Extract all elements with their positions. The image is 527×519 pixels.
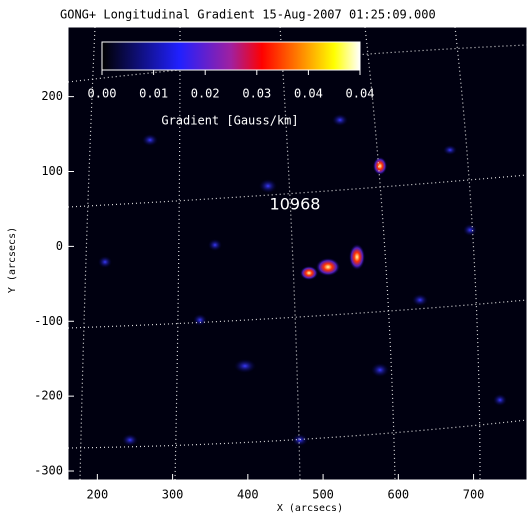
y-tick-label: -100 <box>34 314 63 328</box>
x-tick-label: 200 <box>87 488 109 502</box>
y-tick-label: -200 <box>34 389 63 403</box>
heliographic-grid <box>67 26 527 481</box>
y-tick-label: 0 <box>56 239 63 253</box>
image-area <box>68 27 527 480</box>
x-tick-label: 600 <box>387 488 409 502</box>
colorbar-tick-label: 0.01 <box>139 87 168 101</box>
x-tick-label: 300 <box>162 488 184 502</box>
annotation: 10968 <box>270 195 321 214</box>
x-tick-label: 700 <box>463 488 485 502</box>
colorbar-tick-label: 0.04 <box>346 87 375 101</box>
colorbar-tick-label: 0.04 <box>294 87 323 101</box>
colorbar-label: Gradient [Gauss/km] <box>161 114 298 128</box>
plot-frame <box>67 26 527 481</box>
x-axis-label: X (arcsecs) <box>277 503 343 514</box>
colorbar-tick-label: 0.00 <box>88 87 117 101</box>
y-tick-label: -300 <box>34 464 63 478</box>
x-tick-label: 400 <box>237 488 259 502</box>
y-tick-label: 200 <box>41 89 63 103</box>
chart-title: GONG+ Longitudinal Gradient 15-Aug-2007 … <box>60 8 436 22</box>
colorbar-tick-label: 0.02 <box>191 87 220 101</box>
y-tick-label: 100 <box>41 164 63 178</box>
colorbar-tick-label: 0.03 <box>242 87 271 101</box>
y-axis-label: Y (arcsecs) <box>7 227 18 293</box>
colorbar <box>101 41 361 71</box>
x-tick-label: 500 <box>312 488 334 502</box>
image-blobs <box>98 114 507 446</box>
